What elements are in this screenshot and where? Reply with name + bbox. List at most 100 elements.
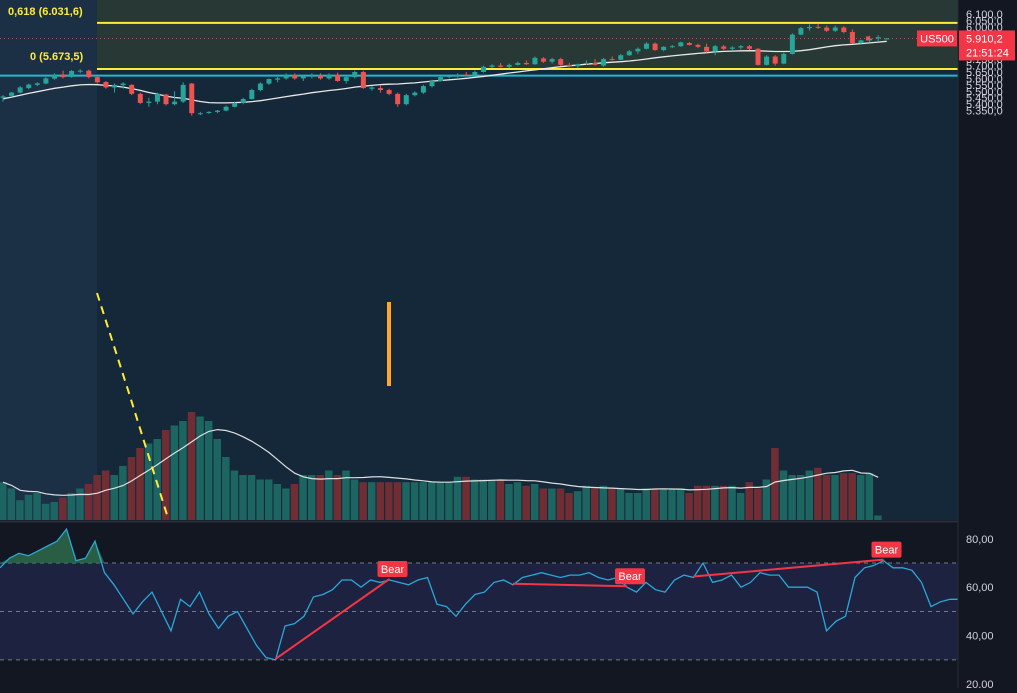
symbol-name: US500	[920, 33, 954, 45]
volume-bar	[50, 502, 58, 520]
candle-body	[360, 71, 366, 89]
candle-body	[729, 47, 735, 49]
volume-bar	[462, 476, 470, 520]
dashed-trendline	[96, 292, 169, 519]
volume-bar	[642, 488, 650, 520]
candle-body	[86, 70, 92, 78]
price-tick-label: 5.500,0	[966, 86, 1003, 98]
volume-bar	[530, 484, 539, 520]
volume-bars	[0, 412, 882, 520]
bear-label-box	[871, 541, 902, 558]
horizontal-levels[interactable]: 0,618 (6.031,6) 0 (5.673,5)	[0, 6, 958, 77]
volume-bar	[805, 470, 814, 520]
candle-body	[257, 83, 263, 91]
axis-background	[958, 0, 1017, 688]
volume-bar	[445, 482, 453, 520]
volume-bar	[110, 475, 119, 520]
candle-body	[343, 77, 349, 81]
volume-bar	[659, 488, 668, 520]
bear-divergence-line	[693, 558, 884, 578]
volume-bar	[419, 482, 427, 520]
volume-bar	[136, 448, 144, 520]
volume-bar	[625, 493, 633, 520]
candle-body	[249, 90, 255, 100]
volume-bar	[0, 482, 7, 520]
volume-bar	[16, 500, 24, 520]
volume-bar	[719, 485, 728, 520]
candle-body	[26, 84, 32, 89]
candle-body	[686, 42, 692, 45]
candle-body	[369, 87, 375, 89]
candle-body	[480, 66, 486, 72]
volume-bar	[393, 482, 402, 520]
volume-bar	[307, 475, 316, 520]
price-tick-label: 5.550,0	[966, 80, 1003, 92]
price-tick-label: 5.700,0	[966, 61, 1003, 73]
candle-body	[592, 62, 598, 65]
volume-bar	[342, 470, 350, 520]
price-tick-label: 5.450,0	[966, 93, 1003, 105]
candle-body	[746, 46, 752, 49]
candle-body	[395, 93, 401, 105]
candle-body	[669, 46, 675, 48]
candle-body	[566, 64, 572, 67]
bear-divergence-line	[512, 582, 628, 588]
candle-body	[9, 92, 15, 96]
volume-bar	[839, 473, 848, 520]
candle-body	[403, 95, 409, 105]
volume-bar	[736, 493, 745, 520]
rsi-tick-label: 80,00	[966, 534, 994, 546]
volume-bar	[325, 470, 333, 520]
volume-bar	[728, 485, 736, 520]
candle-body	[275, 78, 281, 80]
price-tick-label: 5.400,0	[966, 99, 1003, 111]
rsi-line	[0, 527, 960, 661]
drawings[interactable]	[96, 292, 391, 519]
candle-body	[875, 37, 881, 39]
volume-bar	[59, 497, 67, 520]
volume-bar	[505, 484, 513, 520]
candle-body	[137, 93, 143, 103]
candle-body	[51, 74, 57, 79]
candle-body	[206, 111, 212, 113]
volume-bar	[256, 479, 264, 520]
volume-bar	[608, 488, 616, 520]
price-tick-label: 6.050,0	[966, 15, 1003, 27]
candle-body	[326, 74, 332, 79]
price-tick-label: 6.100,0	[966, 9, 1003, 21]
candle-body	[489, 65, 495, 67]
highlight-bar	[387, 302, 391, 386]
bear-label: Bear	[377, 560, 408, 577]
candle-body	[772, 56, 778, 64]
volume-bar	[693, 485, 702, 520]
volume-bar	[513, 482, 522, 520]
volume-bar	[573, 491, 582, 520]
candle-body	[386, 90, 392, 94]
volume-bar	[230, 470, 239, 520]
bear-divergence-line	[274, 578, 391, 660]
candle-body	[292, 74, 298, 79]
candle-body	[738, 46, 744, 48]
volume-bar	[76, 488, 84, 520]
candle-body	[300, 75, 306, 79]
candle-body	[0, 96, 6, 98]
right-zone	[97, 0, 958, 520]
candle-body	[17, 87, 23, 93]
volume-bar	[187, 412, 196, 520]
volume-bar	[153, 439, 161, 520]
candle-body	[781, 53, 787, 64]
candle-body	[69, 70, 75, 77]
price-axis[interactable]: 6.100,06.050,06.000,05.950,05.900,05.850…	[866, 0, 1017, 691]
bear-label-box	[615, 568, 645, 585]
candle-body	[129, 84, 135, 94]
fib-zone-fill	[97, 0, 958, 69]
volume-bar	[565, 493, 573, 520]
volume-ma-line	[2, 428, 879, 496]
bear-label-text: Bear	[381, 564, 405, 576]
candle-body	[721, 46, 727, 49]
bear-label: Bear	[615, 568, 645, 585]
volume-bar	[676, 488, 685, 520]
volume-bar	[745, 482, 753, 520]
